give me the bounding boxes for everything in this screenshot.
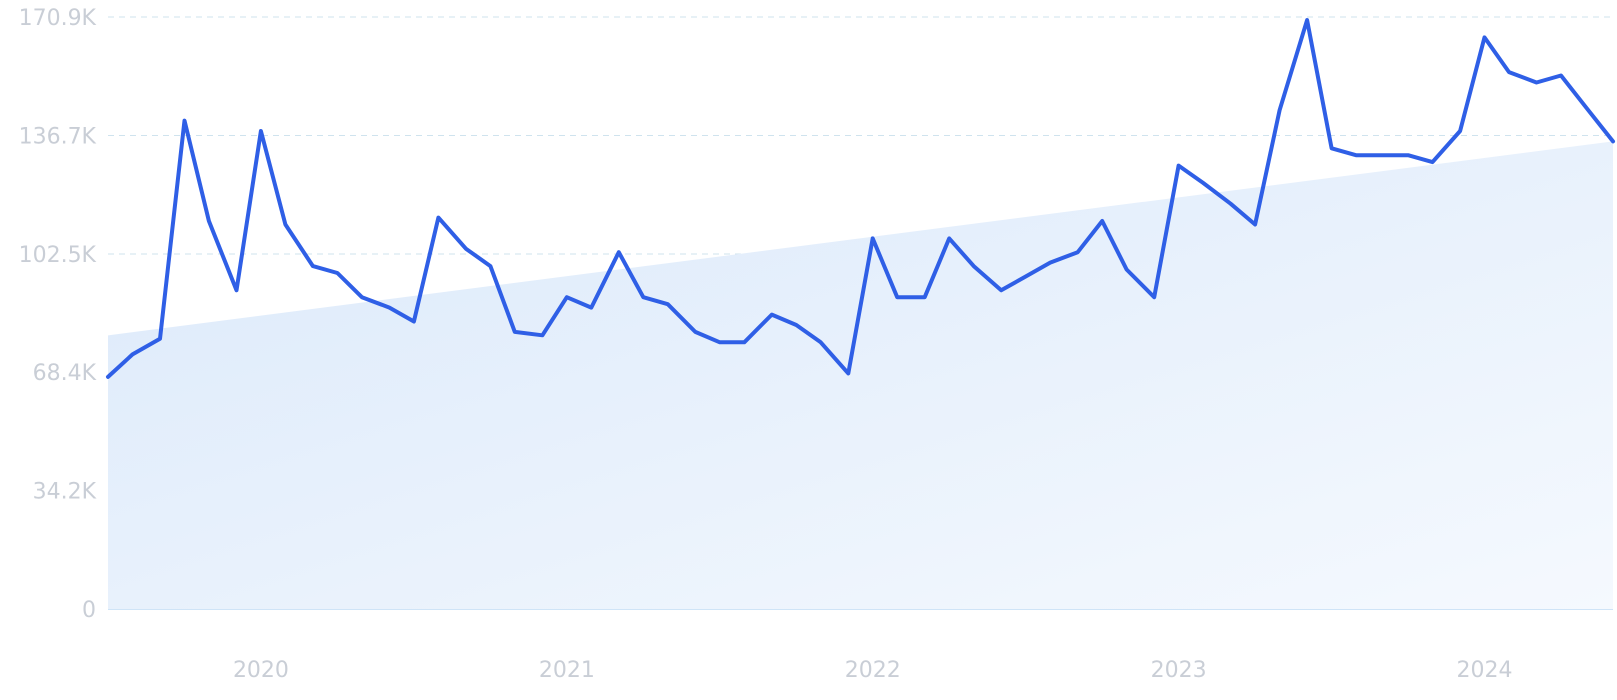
trend-area bbox=[108, 141, 1613, 610]
y-tick-label: 136.7K bbox=[19, 124, 97, 149]
y-tick-label: 170.9K bbox=[19, 6, 97, 31]
y-tick-label: 34.2K bbox=[33, 480, 97, 505]
x-tick-label: 2021 bbox=[539, 658, 595, 683]
y-tick-label: 68.4K bbox=[33, 361, 97, 386]
y-tick-label: 102.5K bbox=[19, 243, 97, 268]
trend-area-fill bbox=[108, 141, 1613, 610]
series-line-group bbox=[106, 18, 1615, 379]
x-axis-ticks: 2020 2021 2022 2023 2024 bbox=[233, 658, 1513, 683]
y-axis-ticks: 0 34.2K 68.4K 102.5K 136.7K 170.9K bbox=[19, 6, 97, 623]
x-tick-label: 2023 bbox=[1151, 658, 1207, 683]
x-tick-label: 2022 bbox=[845, 658, 901, 683]
series-line bbox=[106, 18, 1615, 379]
x-tick-label: 2020 bbox=[233, 658, 289, 683]
y-tick-label: 0 bbox=[82, 598, 96, 623]
x-tick-label: 2024 bbox=[1457, 658, 1513, 683]
